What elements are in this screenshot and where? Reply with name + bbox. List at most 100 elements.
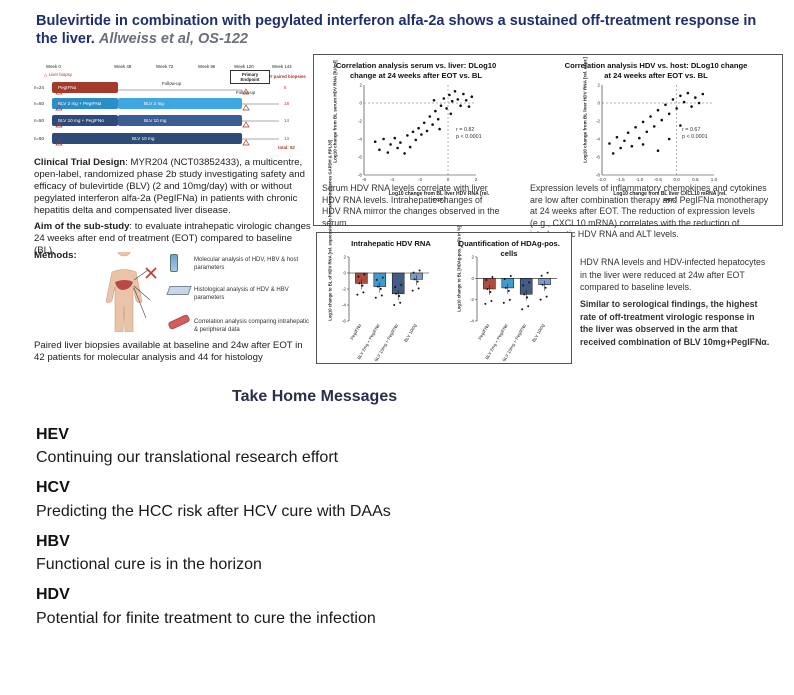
tube-icon [167,313,191,331]
arm-sublabel: BLV 10 mg [144,118,167,123]
y-tick-label: -2 [342,287,347,292]
week-label: Week 120 [234,64,254,69]
sample-point [362,291,365,294]
y-tick-label: 2 [359,83,362,88]
methods-footer: Paired liver biopsies available at basel… [34,340,303,363]
sample-point [417,287,420,290]
arm-biopsies: 18 [284,101,289,106]
take-home-message: Functional cure is in the horizon [36,556,262,573]
sample-point [358,282,361,285]
x-tick-label: -1.0 [635,177,643,182]
data-point [615,135,619,139]
data-point [386,151,390,154]
liver-icon [115,280,133,290]
x-tick-label: -2 [418,177,423,182]
data-point [403,152,406,155]
data-point [679,124,682,127]
x-tick-label: -0.5 [654,177,662,182]
axis-label-y: Log10 change to BL [HDAg-pos. cells in %… [456,225,462,312]
method-item: Histological analysis of HDV & HBV param… [194,287,289,301]
sample-point [540,274,543,277]
data-point [679,94,682,98]
data-point [649,115,652,118]
sample-point [416,280,419,283]
primary-endpoint-box: Primary Endpoint [230,70,270,84]
sample-point [395,292,398,295]
sample-point [544,286,547,289]
y-tick-label: 0 [471,276,474,281]
data-point [656,108,660,112]
data-point [453,90,457,93]
vial-icon [170,254,178,272]
data-point [470,95,474,98]
body-silhouette [105,252,143,332]
data-point [638,136,641,140]
x-tick-label: 0.5 [692,177,699,182]
data-point [449,112,453,116]
sample-point [375,278,378,281]
intrahepatic-panel: Intrahepatic HDV RNA Quantification of H… [316,140,572,364]
x-tick-label: -2.0 [598,177,606,182]
take-home-topic: HDV [36,586,70,603]
study-design-schematic: Week 0 Week 48 Week 72 Week 96 Week 120 … [34,64,312,152]
sample-point [507,289,510,292]
sample-point [374,296,377,299]
stat-p: p < 0.0001 [682,134,708,140]
total-biopsies: total: 52 [278,145,295,150]
x-tick-label: -6 [362,177,367,182]
arm-bar-blv2: BLV 2 mg [118,98,242,109]
y-tick-label: -4 [596,137,601,142]
data-point [414,138,418,142]
results-paragraph-bold: Similar to serological findings, the hig… [580,299,770,347]
sample-point [508,298,511,301]
y-tick-label: -8 [358,173,363,178]
sample-point [394,286,397,289]
sample-point [411,289,414,292]
data-point [630,144,634,148]
y-tick-label: -2 [596,119,601,124]
take-home-topic: HEV [36,426,69,443]
sample-point [398,295,401,298]
axis-label-y: Log10 change from BL serum HDV RNA [IU/m… [332,60,338,163]
authors: Allweiss et al, OS-122 [98,31,248,47]
methods-label: Methods: [34,250,77,261]
week-label: Week 0 [46,64,61,69]
take-home-topic: HBV [36,533,70,550]
data-point [456,98,460,101]
y-tick-label: 2 [471,255,474,260]
data-point [459,104,462,107]
results-paragraph: HDV RNA levels and HDV-infected hepatocy… [580,257,766,292]
y-tick-label: 0 [343,271,346,276]
arm-sublabel: BLV 2 mg [144,101,164,106]
data-point [373,140,377,143]
category-label: PegIFNα [349,323,362,341]
data-point [389,143,392,146]
sample-point [380,294,383,297]
sample-point [418,269,421,272]
sample-point [526,296,529,299]
data-point [619,146,622,150]
stat-p: p < 0.0001 [456,134,482,140]
x-tick-label: 0.0 [673,177,680,182]
data-point [675,107,678,110]
y-tick-label: -4 [342,303,347,308]
scatter-serum-liver: 20-2-4-6-8-6 -4 -2 0 2 [358,83,478,183]
axis-label-x: Log10 change from BL liver CXCL10 mRNA [… [613,191,727,203]
aim-paragraph: Aim of the sub-study: to evaluate intrah… [34,221,312,257]
data-point [686,91,690,95]
methods-illustration [105,252,157,332]
sample-point [485,279,488,282]
axis-label-x: Log10 change from BL liver HDV RNA [rel.… [388,191,490,203]
data-point [611,152,615,155]
y-tick-label: 0 [359,101,362,106]
arm-label: BLV 2 mg + PegIFNα [58,101,102,106]
sample-point [527,305,530,308]
data-point [626,131,630,134]
data-point [690,105,693,108]
sample-point [363,273,366,276]
sample-point [522,284,525,287]
data-point [382,137,385,141]
sample-point [412,271,415,274]
